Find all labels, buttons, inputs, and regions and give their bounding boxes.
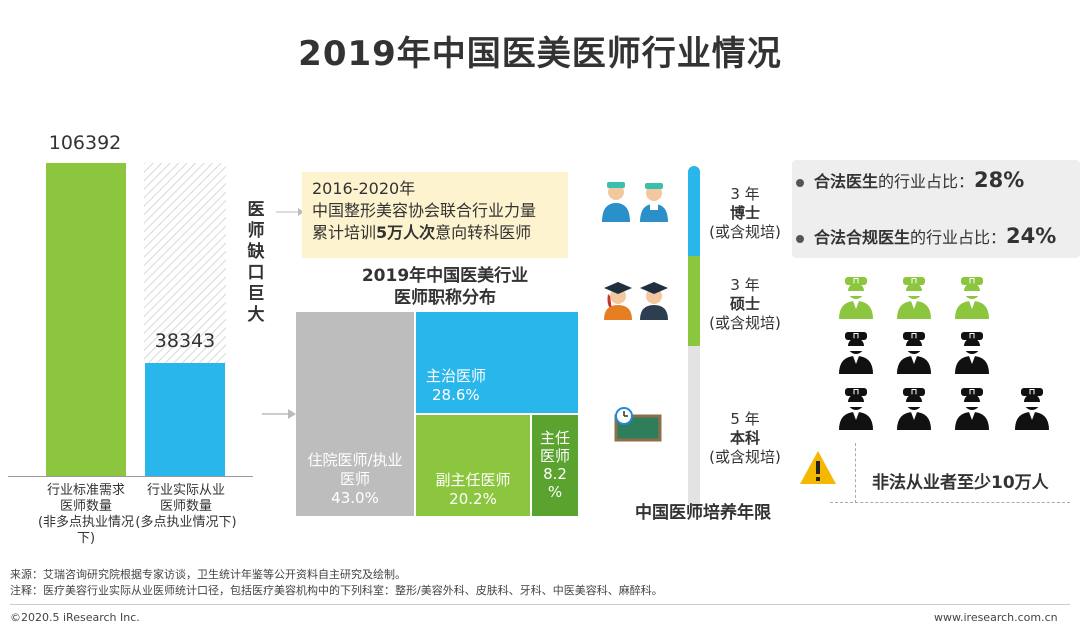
treemap-cell-associate-label: 副主任医师: [435, 471, 511, 489]
bar-label-actual-3: (多点执业情况下): [135, 515, 237, 530]
stage-phd-degree: 博士: [729, 204, 760, 222]
footer-note: 注释：医疗美容行业实际从业医师统计口径，包括医疗美容机构中的下列科室：整形/美容…: [10, 584, 663, 597]
stat-legal-label: 合法医生: [814, 172, 879, 191]
connector-lines: [262, 208, 304, 419]
stage-bachelor-note: (或含规培): [709, 448, 781, 466]
bar-label-actual-1: 行业实际从业: [146, 483, 225, 498]
footer-source: 来源：艾瑞咨询研究院根据专家访谈，卫生统计年鉴等公开资料自主研究及绘制。: [10, 568, 406, 581]
doctor-icon: [955, 332, 989, 374]
stage-phd-years: 3 年: [730, 185, 760, 203]
treemap-cell-attending-label: 主治医师: [426, 367, 487, 385]
stage-master-degree: 硕士: [729, 295, 760, 313]
page-title: 2019年中国医美医师行业情况: [298, 34, 782, 74]
stat-compliant: 合法合规医生的行业占比：24%: [796, 224, 1056, 248]
stage-bachelor: 5 年 本科 (或含规培): [690, 410, 800, 467]
treemap-cell-chief-label-1: 主任: [539, 429, 570, 447]
bar-gap-hatch: [144, 163, 226, 363]
gap-char: 大: [247, 305, 265, 325]
doctor-icon: [839, 388, 873, 430]
stage-master-note: (或含规培): [709, 314, 781, 332]
stage-bachelor-degree: 本科: [729, 429, 760, 447]
stage-phd: 3 年 博士 (或含规培): [690, 185, 800, 242]
doctor-icon: [897, 388, 931, 430]
timeline-master-segment: [688, 256, 700, 346]
timeline-phd-segment: [688, 166, 700, 264]
bar-label-actual-2: 医师数量: [159, 499, 212, 514]
footer-site: www.iresearch.com.cn: [934, 611, 1058, 624]
classroom-board-icon: [614, 407, 662, 442]
doctor-icon: [897, 332, 931, 374]
callout-line-3-bold: 5万人次: [376, 223, 436, 242]
bar-demand: [46, 163, 126, 476]
bar-value-actual: 38343: [154, 330, 216, 352]
gap-char: 医: [247, 200, 265, 220]
stage-master: 3 年 硕士 (或含规培): [690, 276, 800, 333]
doctor-pair-icon: [602, 182, 668, 222]
bar-label-demand-2: 医师数量: [59, 499, 112, 514]
training-callout: 2016-2020年 中国整形美容协会联合行业力量 累计培训5万人次意向转科医师: [302, 172, 568, 258]
stat-legal-pct: 28%: [974, 168, 1025, 192]
treemap-title-line-2: 医师职称分布: [394, 288, 496, 308]
dashed-divider-vertical: [855, 443, 857, 503]
gap-char: 师: [247, 221, 265, 241]
treemap-cell-associate: 副主任医师 20.2%: [416, 415, 530, 516]
doctor-icon: [897, 277, 931, 319]
gap-char: 巨: [247, 284, 265, 304]
callout-line-3-post: 意向转科医师: [435, 223, 532, 242]
treemap-cell-attending-value: 28.6%: [432, 386, 480, 404]
training-title: 中国医师培养年限: [635, 503, 771, 523]
bar-label-demand: 行业标准需求 医师数量 (非多点执业情况下): [30, 483, 142, 547]
doctor-icon: [955, 388, 989, 430]
stat-compliant-pct: 24%: [1006, 224, 1057, 248]
stage-master-years: 3 年: [730, 276, 760, 294]
treemap-cell-chief: 主任 医师 8.2 %: [532, 415, 578, 516]
bar-label-actual: 行业实际从业 医师数量 (多点执业情况下): [130, 483, 242, 531]
stat-compliant-text: 的行业占比：: [910, 228, 1007, 247]
callout-line-3-pre: 累计培训: [312, 223, 377, 242]
doctor-icon: [839, 277, 873, 319]
stage-bachelor-years: 5 年: [730, 410, 760, 428]
doctor-icon: [955, 277, 989, 319]
treemap-cell-attending: 主治医师 28.6%: [416, 312, 578, 413]
treemap-cell-resident-label-2: 医师: [339, 470, 370, 488]
treemap-title: 2019年中国医美行业 医师职称分布: [330, 265, 560, 309]
footer-copyright: ©2020.5 iResearch Inc.: [10, 611, 140, 624]
doctor-icon: [839, 332, 873, 374]
callout-line-1: 2016-2020年: [312, 179, 416, 198]
warning-icon: [800, 451, 836, 484]
gap-char: 缺: [247, 242, 265, 262]
treemap-cell-resident-value: 43.0%: [331, 489, 379, 507]
gap-label: 医 师 缺 口 巨 大: [246, 200, 266, 326]
warning-text: 非法从业者至少10万人: [872, 473, 1049, 493]
treemap-cell-chief-unit: %: [547, 483, 563, 501]
bar-axis-line: [8, 476, 253, 477]
stage-phd-note: (或含规培): [709, 223, 781, 241]
bar-label-demand-3: (非多点执业情况下): [37, 515, 135, 546]
doctor-icon: [1015, 388, 1049, 430]
callout-line-3: 累计培训5万人次意向转科医师: [312, 222, 558, 244]
treemap-cell-chief-label-2: 医师: [539, 447, 570, 465]
bar-label-demand-1: 行业标准需求: [46, 483, 125, 498]
treemap-cell-chief-value: 8.2: [543, 465, 567, 483]
treemap-cell-resident-label-1: 住院医师/执业: [307, 451, 403, 469]
graduates-icon: [604, 282, 668, 320]
stat-legal-text: 的行业占比：: [878, 172, 975, 191]
footer-divider: [10, 604, 1070, 605]
bullet-icon: [796, 234, 804, 243]
dashed-divider-horizontal: [830, 502, 1070, 504]
bullet-icon: [796, 178, 804, 187]
stat-legal: 合法医生的行业占比：28%: [796, 168, 1024, 192]
callout-line-2: 中国整形美容协会联合行业力量: [312, 201, 537, 220]
treemap-cell-associate-value: 20.2%: [449, 490, 497, 508]
bar-value-demand: 106392: [48, 132, 122, 154]
stat-compliant-label: 合法合规医生: [814, 228, 911, 247]
bar-actual: [145, 363, 225, 476]
treemap-cell-resident: 住院医师/执业 医师 43.0%: [296, 312, 414, 516]
treemap-title-line-1: 2019年中国医美行业: [361, 266, 529, 286]
gap-char: 口: [247, 263, 265, 283]
stats-panel: [792, 160, 1080, 258]
